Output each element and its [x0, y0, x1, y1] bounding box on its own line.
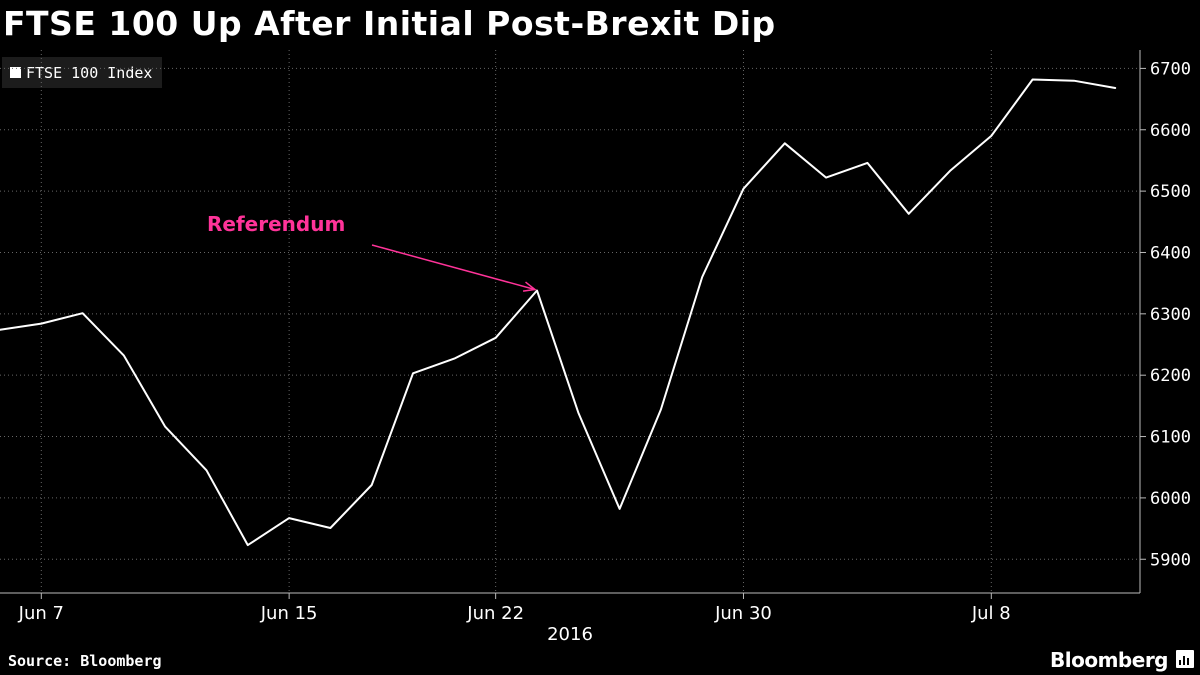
data-point [990, 134, 993, 137]
data-point [246, 544, 249, 547]
annotation-label: Referendum [207, 212, 345, 236]
data-point [825, 176, 828, 179]
data-point [659, 408, 662, 411]
x-tick-label: Jun 15 [260, 603, 318, 624]
data-point [205, 469, 208, 472]
y-tick-label: 6000 [1150, 489, 1191, 509]
data-point [742, 187, 745, 190]
y-tick-label: 6400 [1150, 243, 1191, 263]
x-tick-label: Jun 22 [466, 603, 524, 624]
data-point [453, 357, 456, 360]
y-tick-label: 6300 [1150, 305, 1191, 325]
legend: FTSE 100 Index [2, 57, 163, 88]
data-point [701, 276, 704, 279]
y-tick-label: 6200 [1150, 366, 1191, 386]
x-axis-year-label: 2016 [547, 624, 593, 645]
data-point [866, 161, 869, 164]
data-point [494, 336, 497, 339]
data-point [122, 354, 125, 357]
annotation-arrow [371, 244, 536, 291]
chart-title: FTSE 100 Up After Initial Post-Brexit Di… [3, 4, 776, 43]
source-note: Source: Bloomberg [8, 652, 162, 670]
data-point [783, 142, 786, 145]
data-point [288, 517, 291, 520]
data-point [1072, 79, 1075, 82]
legend-swatch [10, 67, 21, 78]
data-point [1031, 78, 1034, 81]
data-point [329, 526, 332, 529]
data-point [370, 484, 373, 487]
y-tick-label: 6500 [1150, 182, 1191, 202]
y-tick-label: 6100 [1150, 428, 1191, 448]
data-point [907, 212, 910, 215]
y-tick-label: 6600 [1150, 121, 1191, 141]
x-tick-label: Jun 30 [714, 603, 772, 624]
bloomberg-logo: Bloomberg [1050, 648, 1168, 672]
series-line [0, 78, 1117, 547]
data-point [577, 411, 580, 414]
annotation-arrowhead [522, 281, 537, 292]
bloomberg-terminal-icon [1176, 650, 1194, 668]
x-tick-label: Jun 7 [18, 603, 64, 624]
y-tick-label: 6700 [1150, 59, 1191, 79]
x-tick-label: Jul 8 [971, 603, 1011, 624]
data-point [40, 322, 43, 325]
data-point [1114, 87, 1117, 90]
data-point [412, 372, 415, 375]
data-point [164, 425, 167, 428]
data-point [81, 312, 84, 315]
data-point [949, 169, 952, 172]
data-point [618, 507, 621, 510]
y-tick-label: 5900 [1150, 550, 1191, 570]
